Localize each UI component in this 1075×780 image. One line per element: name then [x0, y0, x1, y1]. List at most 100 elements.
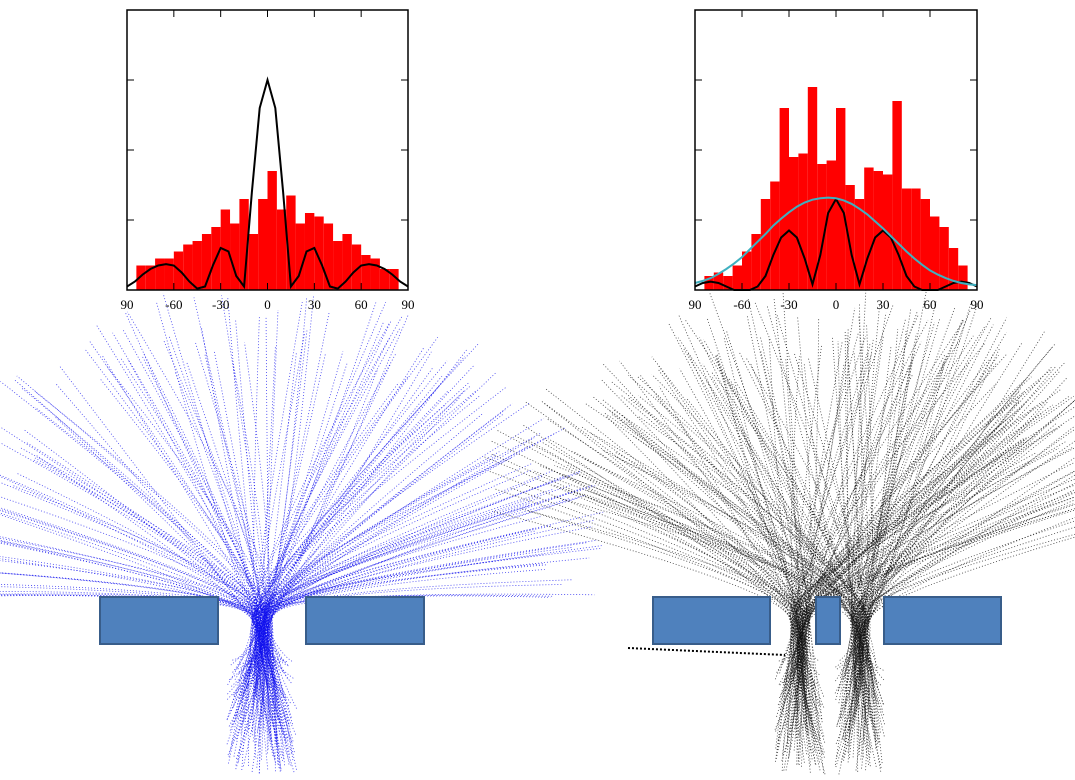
bar	[351, 244, 362, 290]
bar	[798, 153, 808, 290]
bar	[864, 167, 874, 290]
trajectory	[835, 303, 863, 682]
trajectory	[567, 489, 881, 733]
trajectory	[835, 399, 1021, 701]
trajectory	[254, 385, 471, 741]
x-tick-label: 90	[971, 297, 984, 312]
trajectory	[124, 311, 272, 742]
trajectory	[241, 353, 326, 674]
trajectory	[547, 438, 808, 747]
trajectory	[257, 519, 595, 756]
trajectory	[237, 321, 384, 763]
trajectory	[797, 478, 1075, 763]
bar	[723, 276, 733, 290]
trajectory	[554, 484, 863, 753]
trajectory	[544, 466, 808, 733]
trajectory	[864, 388, 1022, 705]
trajectory	[11, 484, 266, 704]
bar	[845, 185, 855, 290]
trajectory	[256, 364, 475, 760]
bar	[939, 227, 949, 290]
trajectory	[34, 457, 261, 725]
trajectory	[747, 298, 821, 706]
trajectory	[271, 346, 425, 762]
trajectory	[842, 428, 1075, 709]
bar	[389, 269, 399, 290]
trajectory	[36, 455, 263, 719]
bar	[136, 265, 146, 290]
trajectory	[857, 315, 874, 736]
trajectory	[857, 347, 1001, 714]
trajectory	[788, 353, 873, 758]
bar	[323, 223, 334, 290]
bar	[732, 265, 742, 290]
trajectory	[861, 299, 973, 753]
x-tick-label: 60	[924, 297, 937, 312]
trajectory	[606, 415, 825, 774]
trajectory	[844, 365, 1057, 746]
trajectory	[847, 492, 1075, 732]
trajectory	[621, 414, 800, 706]
trajectory	[856, 370, 1061, 739]
trajectory	[0, 512, 263, 746]
bar	[286, 195, 296, 290]
trajectory	[851, 312, 887, 749]
obstacle	[652, 596, 771, 645]
trajectory	[269, 569, 545, 730]
trajectory	[200, 326, 295, 773]
trajectory	[241, 471, 581, 725]
trajectory	[730, 383, 874, 729]
trajectory	[668, 322, 800, 765]
curve	[694, 196, 978, 287]
trajectory	[601, 449, 867, 731]
trajectory	[232, 361, 266, 671]
obstacle	[305, 596, 425, 645]
trajectory	[17, 473, 263, 735]
trajectory	[235, 563, 545, 759]
trajectory	[141, 356, 261, 662]
bar	[789, 157, 799, 290]
bar	[201, 234, 212, 290]
trajectory	[856, 456, 1075, 697]
bar	[930, 216, 940, 290]
bar	[713, 272, 724, 290]
bar	[361, 255, 371, 290]
trajectory	[859, 317, 941, 718]
trajectory	[527, 510, 804, 729]
trajectory	[684, 319, 866, 728]
trajectory	[21, 388, 290, 707]
bar	[155, 258, 165, 290]
bar	[892, 101, 902, 290]
trajectory	[0, 540, 285, 766]
trajectory	[847, 339, 875, 687]
trajectory	[657, 369, 804, 684]
trajectory	[715, 356, 863, 768]
trajectory	[234, 469, 533, 680]
trajectory	[255, 497, 542, 711]
trajectory	[779, 401, 1043, 686]
trajectory	[259, 455, 496, 718]
trajectory	[781, 310, 918, 771]
bar	[751, 234, 761, 290]
bar	[145, 265, 156, 290]
trajectory	[261, 294, 315, 766]
trajectory	[582, 457, 864, 758]
trajectory	[604, 412, 859, 740]
trajectory	[849, 316, 993, 700]
trajectory	[252, 432, 541, 770]
bar	[370, 258, 380, 290]
trajectory	[702, 363, 870, 720]
trajectory	[687, 353, 799, 717]
trajectory	[852, 300, 980, 674]
bar	[183, 244, 193, 290]
bar	[958, 265, 968, 290]
trajectory	[572, 450, 867, 769]
trajectory	[853, 332, 1007, 686]
trajectory	[233, 595, 551, 696]
trajectory	[0, 507, 265, 684]
x-tick-label: 30	[308, 297, 321, 312]
trajectory	[858, 317, 1007, 769]
trajectory	[627, 647, 786, 656]
trajectory	[553, 496, 870, 692]
